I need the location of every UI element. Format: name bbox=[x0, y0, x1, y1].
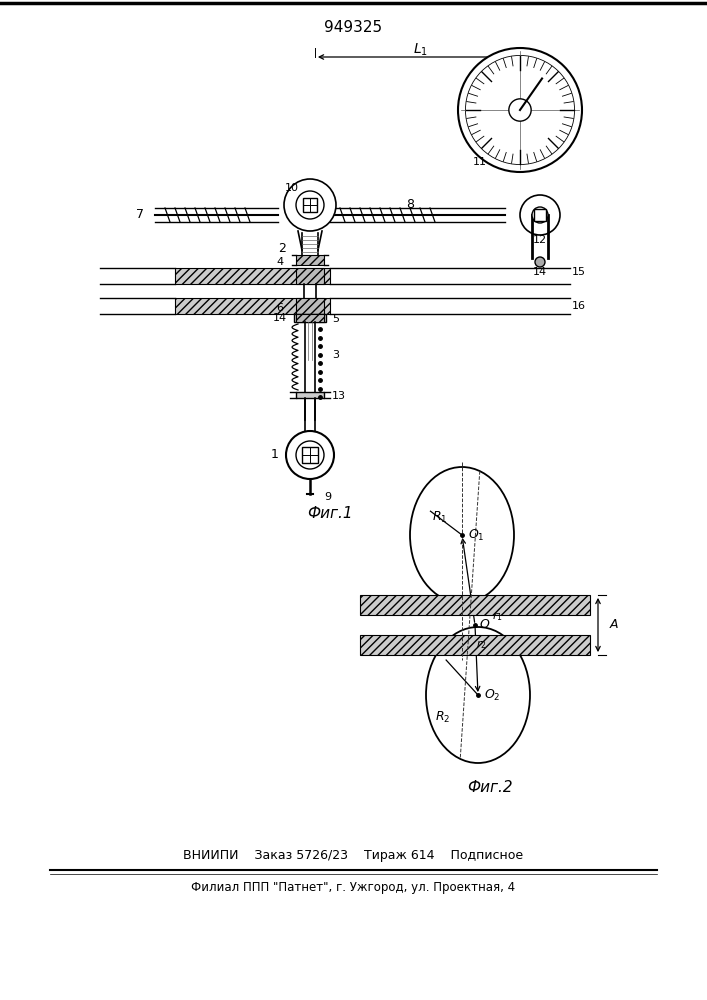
Text: ВНИИПИ    Заказ 5726/23    Тираж 614    Подписное: ВНИИПИ Заказ 5726/23 Тираж 614 Подписное bbox=[183, 850, 523, 862]
Text: O: O bbox=[480, 618, 490, 632]
Bar bbox=[296, 314, 324, 322]
Ellipse shape bbox=[410, 467, 514, 603]
Text: 16: 16 bbox=[572, 301, 586, 311]
Text: 2: 2 bbox=[278, 241, 286, 254]
Text: 5: 5 bbox=[332, 314, 339, 324]
Text: 15: 15 bbox=[572, 267, 586, 277]
Text: 949325: 949325 bbox=[324, 20, 382, 35]
Circle shape bbox=[296, 441, 324, 469]
Text: 4: 4 bbox=[276, 257, 284, 267]
Text: $L_1$: $L_1$ bbox=[412, 42, 428, 58]
Ellipse shape bbox=[426, 627, 530, 763]
Circle shape bbox=[296, 191, 324, 219]
Circle shape bbox=[284, 179, 336, 231]
Text: $O_1$: $O_1$ bbox=[468, 527, 484, 543]
Circle shape bbox=[465, 55, 575, 165]
Bar bbox=[294, 314, 326, 322]
Circle shape bbox=[532, 207, 548, 223]
Circle shape bbox=[535, 257, 545, 267]
Circle shape bbox=[458, 48, 582, 172]
Text: 3: 3 bbox=[332, 350, 339, 360]
Bar bbox=[360, 595, 590, 615]
Bar bbox=[296, 255, 324, 265]
Text: 13: 13 bbox=[332, 391, 346, 401]
Text: 14: 14 bbox=[533, 267, 547, 277]
Bar bbox=[360, 635, 590, 655]
Text: A: A bbox=[610, 618, 619, 632]
Text: $R_1$: $R_1$ bbox=[432, 509, 448, 525]
Bar bbox=[534, 209, 546, 221]
Text: $O_2$: $O_2$ bbox=[484, 687, 501, 703]
Text: 14: 14 bbox=[273, 313, 287, 323]
Text: Филиал ППП "Патнет", г. Ужгород, ул. Проектная, 4: Филиал ППП "Патнет", г. Ужгород, ул. Про… bbox=[191, 882, 515, 894]
Bar bbox=[296, 298, 324, 314]
Bar bbox=[175, 268, 330, 284]
Bar bbox=[296, 268, 324, 284]
Circle shape bbox=[509, 99, 531, 121]
Bar bbox=[302, 447, 318, 463]
Circle shape bbox=[520, 195, 560, 235]
Text: Фиг.2: Фиг.2 bbox=[467, 780, 513, 796]
Bar bbox=[303, 198, 317, 212]
Text: 12: 12 bbox=[533, 235, 547, 245]
Text: $r_1$: $r_1$ bbox=[491, 611, 503, 623]
Text: 6: 6 bbox=[276, 303, 284, 313]
Text: 11: 11 bbox=[473, 157, 487, 167]
Text: 7: 7 bbox=[136, 209, 144, 222]
Bar bbox=[296, 392, 324, 398]
Text: $R_2$: $R_2$ bbox=[436, 709, 450, 725]
Bar bbox=[175, 298, 330, 314]
Text: 10: 10 bbox=[285, 183, 299, 193]
Text: 1: 1 bbox=[271, 448, 279, 462]
Text: $r_2$: $r_2$ bbox=[476, 639, 486, 651]
Text: Фиг.1: Фиг.1 bbox=[307, 506, 353, 520]
Text: 9: 9 bbox=[325, 492, 332, 502]
Circle shape bbox=[286, 431, 334, 479]
Text: 8: 8 bbox=[406, 198, 414, 212]
